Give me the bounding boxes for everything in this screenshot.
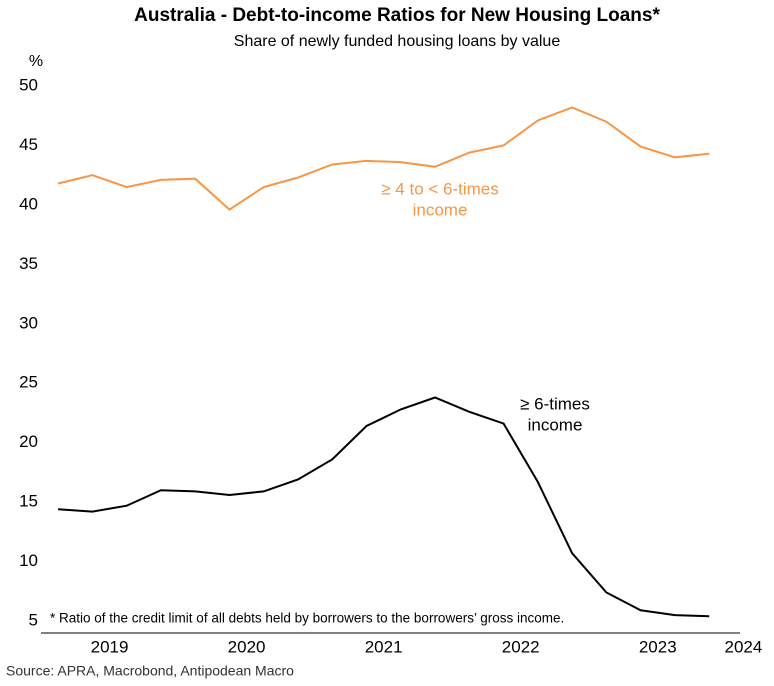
x-tick-label: 2021	[365, 637, 403, 656]
source: Source: APRA, Macrobond, Antipodean Macr…	[6, 663, 294, 679]
y-tick-label: 35	[19, 254, 38, 273]
x-tick-label: 2023	[639, 637, 677, 656]
x-tick-label: 2022	[502, 637, 540, 656]
series-line	[58, 396, 710, 618]
x-tick-label: 2024	[725, 637, 763, 656]
y-tick-label: 5	[29, 610, 38, 629]
series-label: ≥ 4 to < 6-times	[381, 179, 499, 198]
y-tick-label: 50	[19, 75, 38, 94]
y-tick-label: 45	[19, 135, 38, 154]
y-tick-label: 40	[19, 194, 38, 213]
series-label: ≥ 6-times	[520, 394, 590, 413]
y-tick-label: 25	[19, 373, 38, 392]
series-label: income	[413, 200, 468, 219]
y-tick-label: 30	[19, 313, 38, 332]
x-tick-label: 2019	[91, 637, 129, 656]
y-tick-label: 20	[19, 432, 38, 451]
x-tick-label: 2020	[228, 637, 266, 656]
footnote: * Ratio of the credit limit of all debts…	[50, 611, 564, 626]
y-tick-label: 15	[19, 492, 38, 511]
series-line	[57, 106, 710, 211]
y-tick-label: 10	[19, 551, 38, 570]
chart-title: Australia - Debt-to-income Ratios for Ne…	[134, 5, 660, 26]
series-label: income	[528, 415, 583, 434]
y-unit: %	[29, 53, 43, 70]
chart-subtitle: Share of newly funded housing loans by v…	[234, 33, 561, 50]
